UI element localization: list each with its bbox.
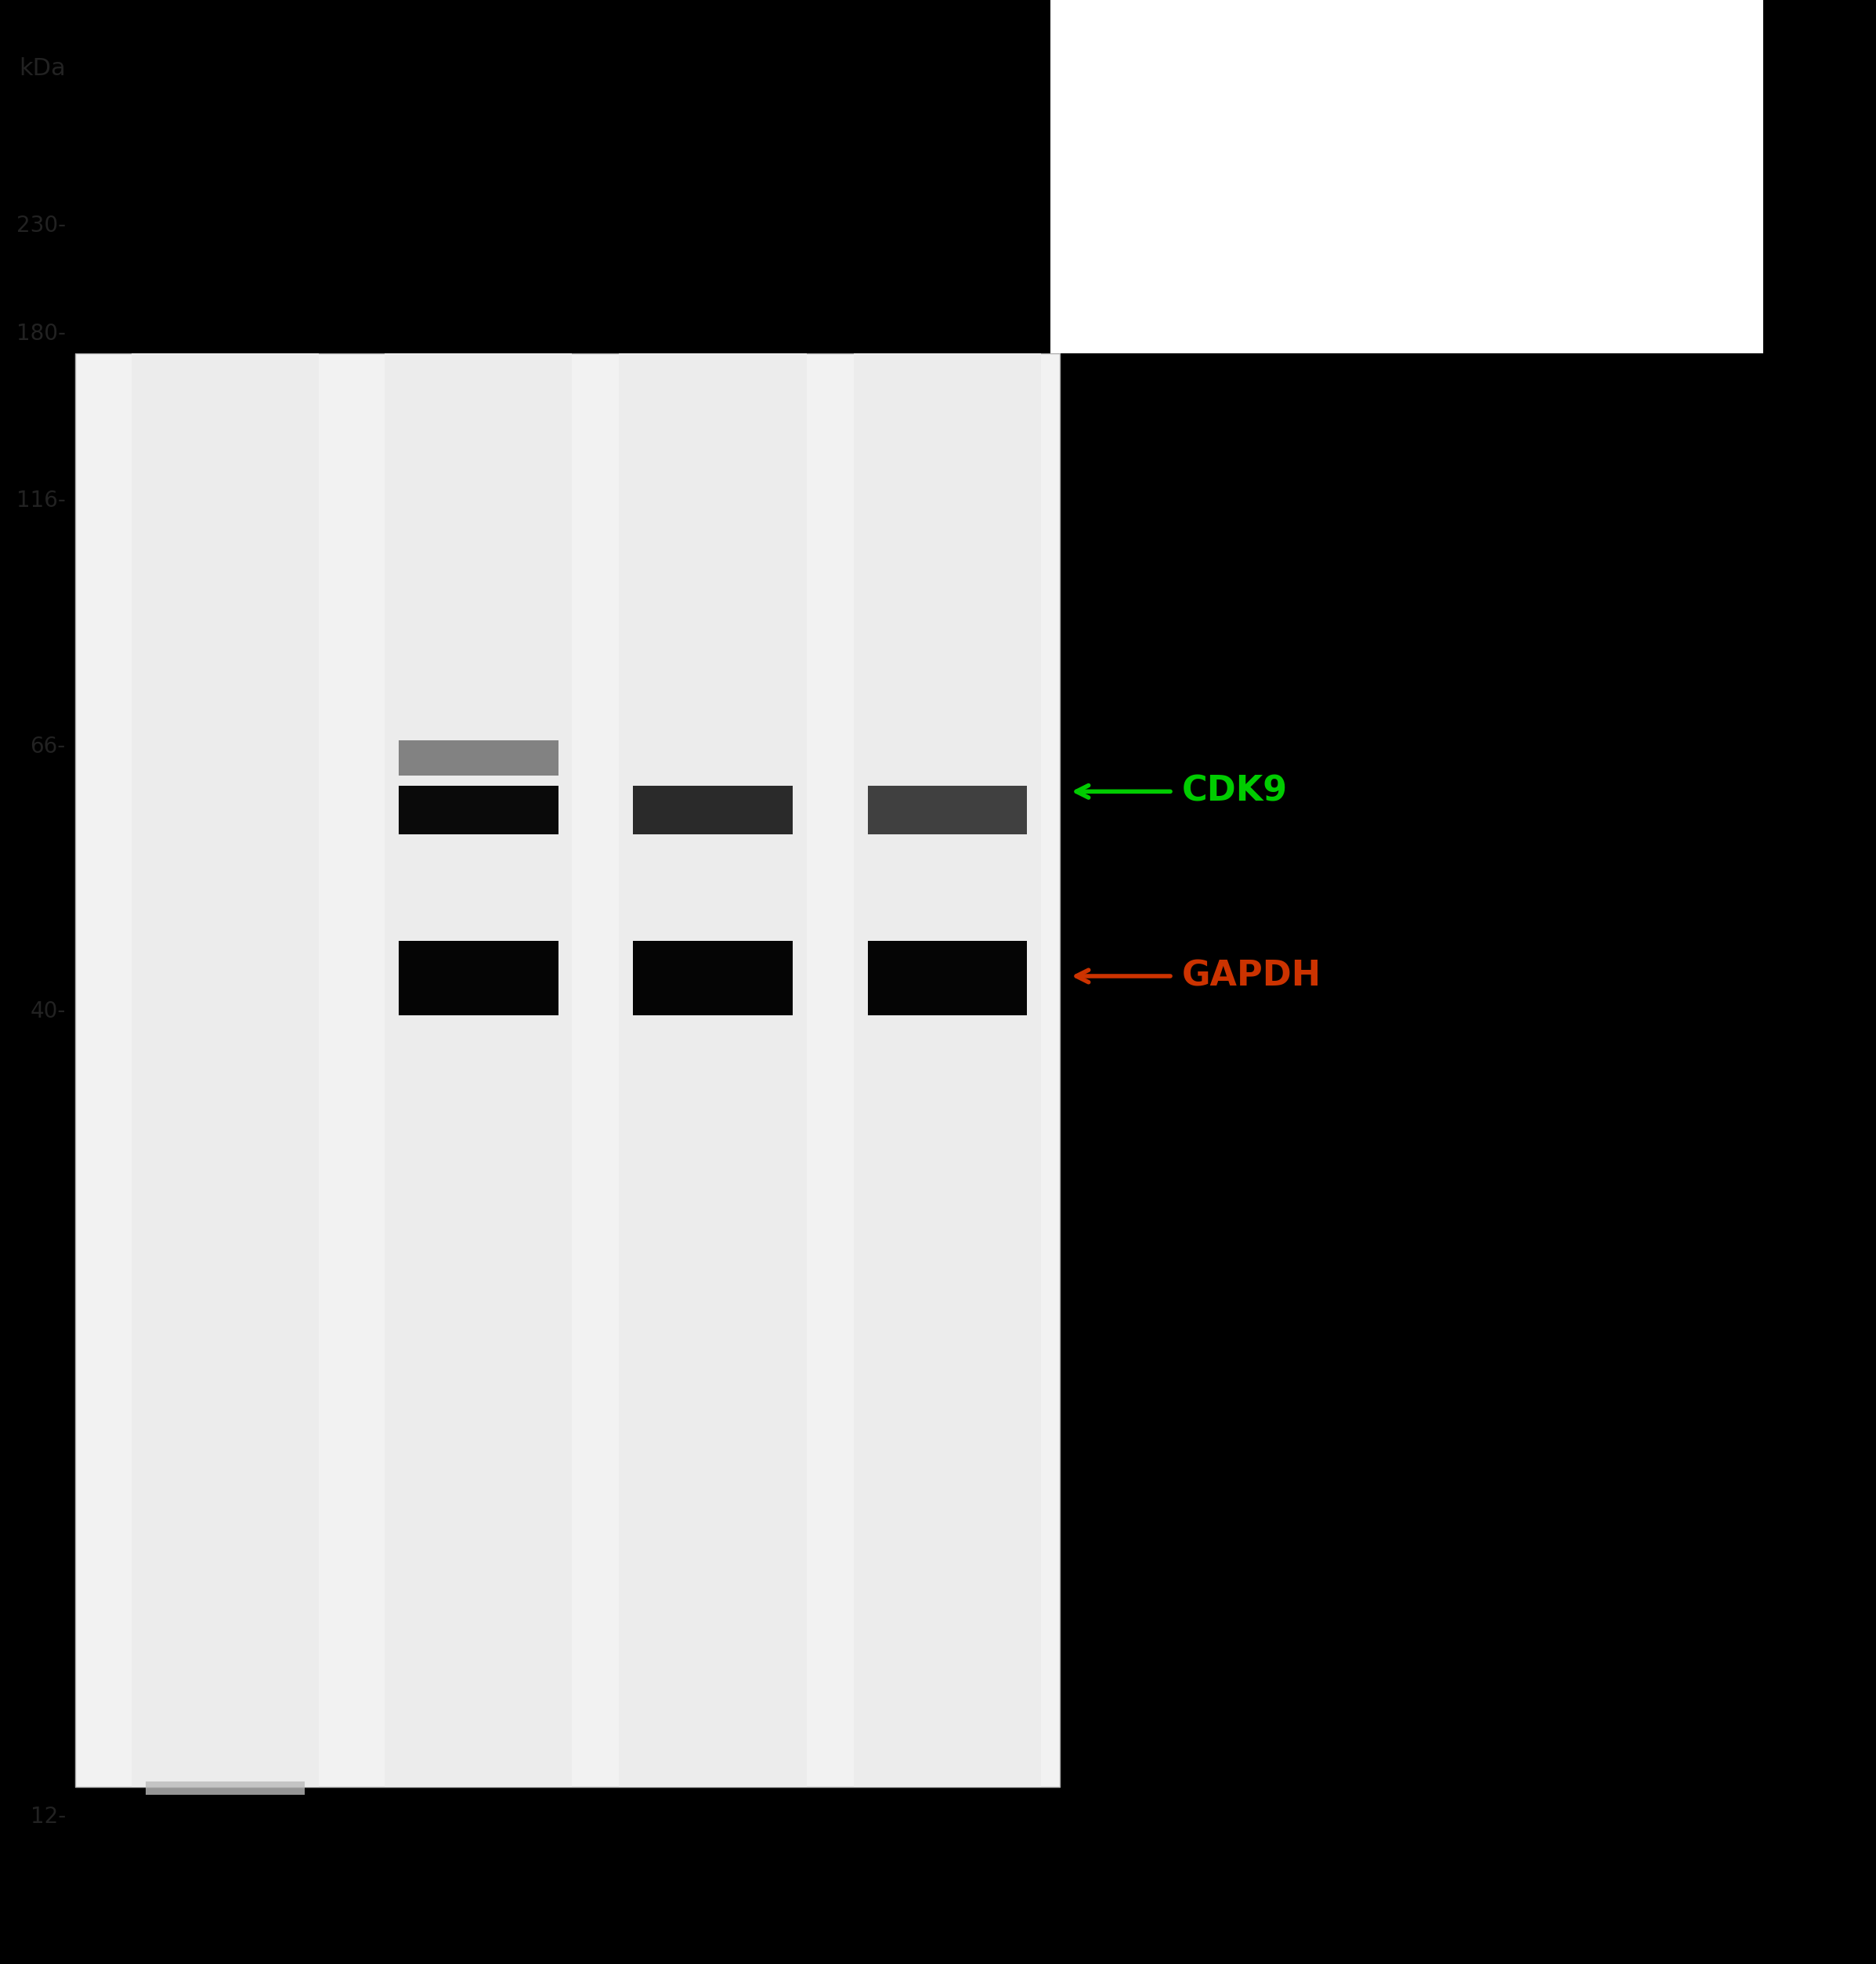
Text: 180-: 180- xyxy=(17,322,66,346)
Bar xyxy=(144,1781,304,1817)
Bar xyxy=(1051,0,1763,354)
Text: kDa: kDa xyxy=(19,57,66,81)
Bar xyxy=(400,740,559,776)
Text: 116-: 116- xyxy=(17,489,66,513)
Bar xyxy=(400,786,559,835)
Bar xyxy=(0,1795,1876,1964)
Bar xyxy=(634,786,794,835)
Text: 12-: 12- xyxy=(30,1805,66,1828)
Text: 230-: 230- xyxy=(17,214,66,238)
Bar xyxy=(75,354,1060,1787)
Bar xyxy=(131,354,319,1787)
Bar xyxy=(1088,0,1876,1964)
Text: 40-: 40- xyxy=(30,1000,66,1023)
Bar xyxy=(619,354,807,1787)
Bar xyxy=(867,941,1028,1015)
Text: GAPDH: GAPDH xyxy=(1182,958,1321,994)
Bar xyxy=(385,354,572,1787)
Bar xyxy=(634,941,794,1015)
Text: CDK9: CDK9 xyxy=(1182,774,1287,809)
Bar xyxy=(854,354,1041,1787)
Bar xyxy=(867,786,1028,835)
Bar xyxy=(400,941,559,1015)
Text: 66-: 66- xyxy=(30,735,66,758)
Bar xyxy=(0,0,1876,354)
